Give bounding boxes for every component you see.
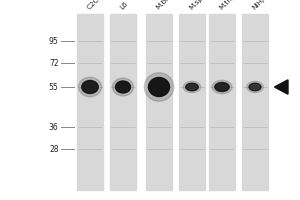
Text: M.thymus: M.thymus [218, 0, 247, 11]
Ellipse shape [247, 81, 263, 93]
Ellipse shape [186, 83, 198, 91]
Bar [209, 14, 235, 190]
Text: 28: 28 [49, 144, 58, 154]
Bar [179, 14, 205, 190]
Text: M.brain: M.brain [155, 0, 178, 11]
Text: 72: 72 [49, 58, 58, 68]
Ellipse shape [148, 77, 170, 97]
Bar [146, 14, 172, 190]
Text: 55: 55 [49, 83, 58, 92]
Ellipse shape [144, 73, 174, 101]
Ellipse shape [82, 81, 98, 94]
Text: NIH/3T3: NIH/3T3 [251, 0, 276, 11]
Bar [242, 14, 268, 190]
Ellipse shape [116, 81, 130, 93]
Text: 36: 36 [49, 122, 58, 132]
Ellipse shape [78, 77, 101, 97]
Ellipse shape [212, 80, 232, 94]
Ellipse shape [112, 78, 134, 96]
Bar [110, 14, 136, 190]
Text: L6: L6 [119, 1, 129, 11]
Ellipse shape [183, 81, 201, 93]
Text: C2C12: C2C12 [86, 0, 107, 11]
Text: M.spleen: M.spleen [188, 0, 215, 11]
Ellipse shape [249, 83, 261, 91]
Polygon shape [274, 80, 288, 94]
Ellipse shape [215, 83, 229, 92]
Text: 95: 95 [49, 36, 58, 46]
Bar [77, 14, 103, 190]
